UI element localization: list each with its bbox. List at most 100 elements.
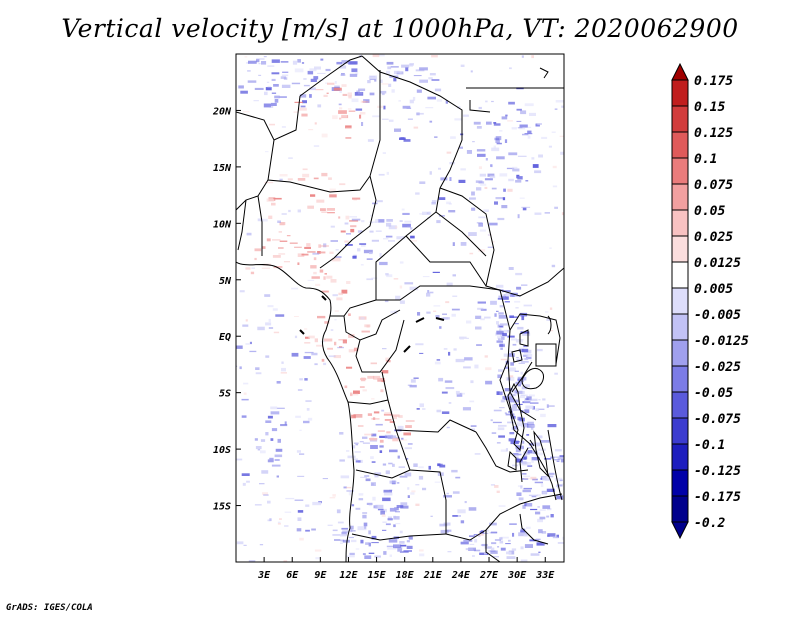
field-cell <box>395 523 401 525</box>
field-cell <box>428 77 433 80</box>
field-cell <box>516 422 523 427</box>
field-cell <box>546 515 550 518</box>
field-cell <box>520 530 526 533</box>
field-cell <box>522 478 529 480</box>
field-cell <box>332 534 341 536</box>
field-cell <box>348 61 357 65</box>
field-cell <box>340 230 346 233</box>
field-cell <box>321 172 328 177</box>
field-cell <box>478 533 484 536</box>
field-cell <box>500 536 509 539</box>
field-cell <box>449 177 452 181</box>
field-cell <box>379 435 388 438</box>
field-cell <box>453 348 457 351</box>
field-cell <box>267 85 271 88</box>
field-cell <box>431 55 438 58</box>
field-cell <box>499 305 504 308</box>
field-cell <box>346 490 354 492</box>
field-cell <box>419 403 424 408</box>
field-cell <box>386 222 392 227</box>
field-cell <box>507 335 515 338</box>
field-cell <box>388 240 395 242</box>
field-cell <box>336 61 342 65</box>
field-cell <box>504 301 510 303</box>
field-cell <box>532 164 539 168</box>
field-cell <box>549 247 552 249</box>
latitude-labels: 20N 15N 10N 5N EQ 5S 10S 15S <box>212 106 241 513</box>
field-cell <box>561 212 564 216</box>
field-cell <box>476 187 482 191</box>
field-cell <box>309 94 312 98</box>
field-cell <box>364 555 372 559</box>
field-cell <box>313 257 317 261</box>
field-cell <box>516 458 523 463</box>
field-cell <box>538 408 545 410</box>
field-cell <box>512 166 518 169</box>
lat-label: 20N <box>212 106 232 117</box>
field-cell <box>303 356 311 359</box>
field-cell <box>481 532 489 534</box>
field-cell <box>319 251 326 254</box>
field-cell <box>560 151 564 155</box>
field-cell <box>446 492 449 495</box>
field-cell <box>308 335 315 339</box>
field-cell <box>341 84 347 87</box>
field-cell <box>524 477 531 479</box>
field-cell <box>323 276 326 280</box>
field-cell <box>278 231 282 233</box>
field-cell <box>311 276 320 279</box>
field-cell <box>369 438 378 442</box>
field-cell <box>383 238 389 240</box>
field-cell <box>376 200 383 203</box>
field-cell <box>353 534 357 537</box>
field-cell <box>471 428 475 431</box>
field-cell <box>265 87 272 91</box>
field-cell <box>380 510 385 515</box>
field-cell <box>342 93 348 96</box>
field-cell <box>286 235 291 237</box>
field-cell <box>315 283 321 286</box>
field-cell <box>534 481 543 484</box>
field-cell <box>332 494 336 497</box>
field-cell <box>386 171 389 175</box>
field-cell <box>270 438 274 441</box>
field-cell <box>446 151 452 154</box>
field-cell <box>371 483 374 486</box>
colorbar-swatch <box>671 261 689 289</box>
field-cell <box>349 220 359 222</box>
field-cell <box>529 402 539 404</box>
field-cell <box>455 390 460 395</box>
field-cell <box>300 105 306 108</box>
field-cell <box>341 531 347 536</box>
field-cell <box>501 116 508 120</box>
colorbar-label: 0.125 <box>694 126 733 141</box>
field-cell <box>354 451 361 453</box>
field-cell <box>452 242 455 246</box>
field-cell <box>404 220 412 223</box>
field-cell <box>484 316 491 319</box>
field-cell <box>527 447 533 449</box>
field-cell <box>387 547 397 550</box>
field-cell <box>273 84 279 87</box>
field-cell <box>443 348 448 350</box>
field-cell <box>350 225 357 228</box>
field-cell <box>351 504 355 507</box>
field-cell <box>530 427 534 430</box>
field-cell <box>396 505 404 508</box>
field-cell <box>541 531 547 534</box>
field-cell <box>509 375 514 378</box>
field-cell <box>278 247 284 249</box>
field-cell <box>384 434 393 439</box>
field-cell <box>403 432 411 436</box>
field-cell <box>495 197 504 200</box>
field-cell <box>500 449 507 452</box>
field-cell <box>523 475 531 477</box>
field-cell <box>305 504 310 507</box>
field-cell <box>489 175 496 179</box>
field-cell <box>556 486 560 489</box>
field-cell <box>355 507 361 510</box>
field-cell <box>506 556 516 559</box>
field-cell <box>497 374 502 379</box>
field-cell <box>328 177 332 180</box>
field-cell <box>490 484 495 486</box>
